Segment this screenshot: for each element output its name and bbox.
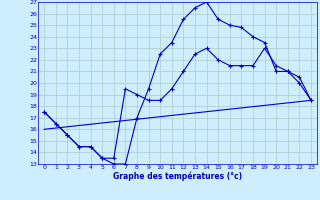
X-axis label: Graphe des températures (°c): Graphe des températures (°c) [113, 172, 242, 181]
